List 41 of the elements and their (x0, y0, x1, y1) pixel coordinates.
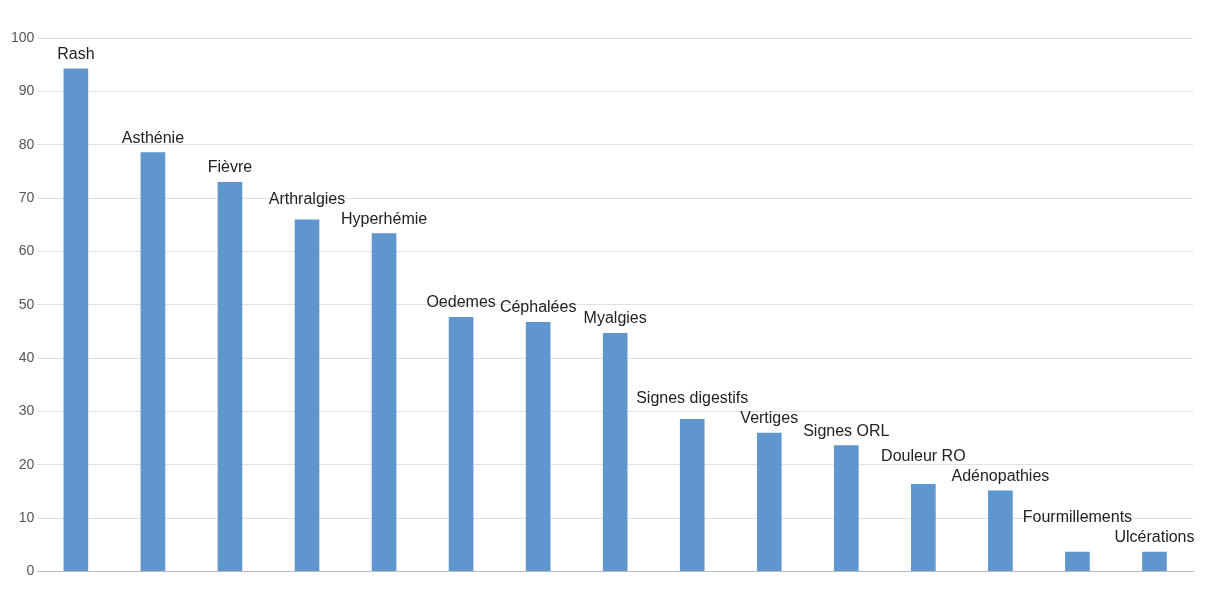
x-tick-label: Arthralgies (268, 189, 346, 207)
y-tick-label: 80 (18, 135, 35, 152)
x-tick-label: Fourmillements (1022, 508, 1133, 526)
bar (1065, 551, 1090, 572)
x-tick-label: Hyperhémie (340, 209, 428, 227)
x-tick-label: Signes ORL (803, 421, 890, 439)
x-tick-label: Vertiges (740, 409, 799, 427)
y-tick-label: 10 (18, 509, 35, 526)
y-tick-label: 90 (18, 82, 35, 99)
bar (911, 484, 936, 572)
x-tick-label: Douleur RO (881, 446, 966, 464)
bar (525, 321, 551, 572)
y-tick-label: 40 (18, 349, 35, 366)
y-tick-label: 100 (11, 28, 35, 45)
x-tick-label: Céphalées (499, 298, 577, 316)
x-tick-label: Rash (57, 44, 95, 62)
y-tick-label: 0 (26, 562, 35, 579)
bar (371, 233, 397, 572)
x-tick-label: Asthénie (121, 128, 185, 146)
bar (988, 490, 1013, 572)
x-tick-label: Adénopathies (951, 466, 1050, 484)
bar (140, 152, 166, 572)
bar (602, 333, 628, 572)
y-tick-label: 60 (18, 242, 35, 259)
bar (294, 219, 320, 572)
y-tick-label: 70 (18, 188, 35, 205)
x-tick-label: Signes digestifs (636, 389, 749, 407)
bar (756, 432, 782, 572)
y-tick-label: 50 (18, 295, 35, 312)
x-tick-label: Myalgies (583, 309, 647, 327)
bar (1142, 551, 1167, 572)
bar (63, 68, 89, 572)
y-tick-label: 20 (18, 455, 35, 472)
x-tick-label: Ulcérations (1114, 528, 1195, 546)
bar (448, 317, 474, 572)
bar (833, 445, 859, 572)
x-tick-label: Oedemes (426, 293, 496, 311)
bar (217, 182, 243, 572)
bar (679, 418, 705, 572)
x-tick-label: Fièvre (207, 158, 253, 176)
y-tick-label: 30 (18, 402, 35, 419)
